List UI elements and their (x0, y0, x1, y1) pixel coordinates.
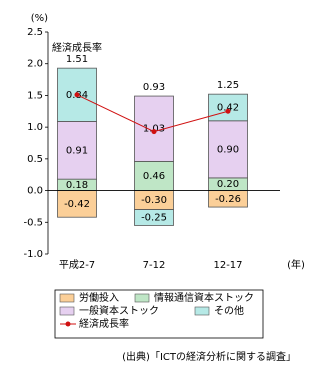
data-label: 0.20 (217, 179, 239, 190)
legend-label: 労働投入 (79, 291, 119, 304)
data-label: -0.42 (64, 199, 90, 210)
bar-segment (57, 190, 97, 218)
y-tick-label: -0.5 (23, 217, 43, 228)
y-unit: (%) (31, 13, 48, 24)
data-label: 0.46 (143, 171, 165, 182)
y-tick-label: 0.5 (27, 154, 43, 165)
x-unit: (年) (287, 258, 305, 271)
data-label: -0.26 (215, 194, 241, 205)
y-tick-label: 1.5 (27, 90, 43, 101)
bar-segment (134, 160, 174, 191)
data-label: -0.30 (141, 195, 167, 206)
y-tick-label: -1.0 (23, 249, 43, 260)
legend-swatch (59, 306, 75, 316)
legend-swatch (134, 293, 150, 303)
y-tick-label: 2.0 (27, 59, 43, 70)
chart: (%) (年) (出典)「ICTの経済分析に関する調査」 2.5 2.0 1.5 1.… (23, 13, 305, 363)
line-label: 0.93 (143, 82, 165, 93)
line-point (151, 129, 157, 135)
legend-point (65, 321, 71, 327)
line-point (74, 92, 80, 98)
legend-label: 経済成長率 (79, 317, 129, 330)
legend-swatch (59, 293, 75, 303)
bar-segment (134, 95, 174, 162)
y-tick-label: 1.0 (27, 122, 43, 133)
data-label: -0.25 (141, 213, 167, 224)
legend-label: その他 (214, 304, 244, 317)
legend-frame (54, 289, 264, 339)
x-tick-label: 平成2‐7 (59, 259, 95, 271)
source: (出典)「ICTの経済分析に関する調査」 (122, 350, 296, 363)
bar-segment (57, 67, 97, 122)
data-label: 0.18 (66, 180, 88, 191)
legend-label: 情報通信資本ストック (154, 291, 254, 304)
annotation: 経済成長率 (52, 41, 102, 54)
bar-segment (208, 93, 248, 122)
bar-segment (208, 120, 248, 179)
y-tick-label: 0.0 (27, 186, 43, 197)
y-tick-label: 2.5 (27, 27, 43, 38)
bar-segment (134, 209, 174, 226)
x-tick-label: 7‐12 (143, 260, 166, 271)
legend-label: 一般資本ストック (79, 304, 159, 317)
line-point (225, 108, 231, 114)
data-label: 0.42 (217, 102, 239, 113)
line-label: 1.51 (66, 54, 88, 65)
legend-swatch (194, 306, 210, 316)
data-label: 0.90 (217, 144, 239, 155)
data-label: 0.91 (66, 145, 88, 156)
x-tick-label: 12‐17 (213, 260, 242, 271)
line-label: 1.25 (217, 80, 239, 91)
